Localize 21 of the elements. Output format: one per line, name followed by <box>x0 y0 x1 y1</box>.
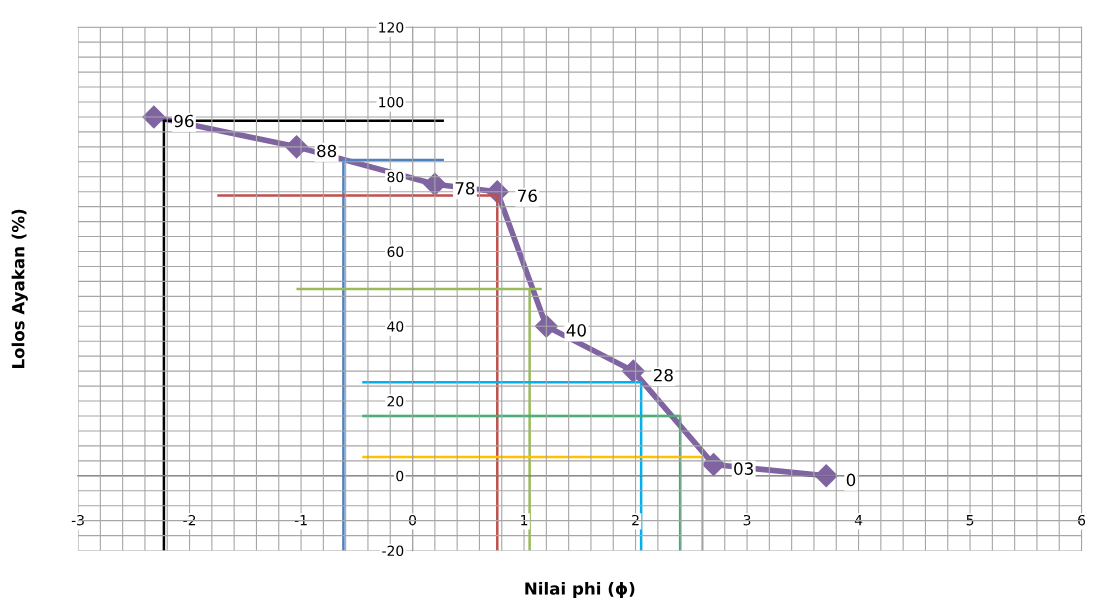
data-label: 40 <box>566 324 586 337</box>
y-tick-label: 40 <box>387 321 404 332</box>
data-label: 0 <box>846 473 856 487</box>
y-tick-label: 20 <box>387 396 404 407</box>
y-tick-label: 100 <box>379 96 404 108</box>
data-label: 03 <box>734 462 753 475</box>
x-tick-label: 2 <box>632 514 639 526</box>
y-tick-label: 120 <box>379 22 404 33</box>
x-axis-title: Nilai phi (ϕ) <box>525 581 635 599</box>
data-label: 78 <box>455 182 475 195</box>
y-axis-title: Lolos Ayakan (%) <box>11 209 28 368</box>
data-label: 28 <box>653 368 673 382</box>
data-label: 76 <box>518 189 537 203</box>
point <box>814 464 838 488</box>
y-tick-label: 60 <box>387 246 404 257</box>
data-label: 88 <box>317 144 337 158</box>
data-label: 96 <box>174 114 194 128</box>
y-tick-label: -20 <box>382 545 404 557</box>
y-tick-label: 80 <box>387 171 404 183</box>
y-tick-label: 0 <box>396 470 404 482</box>
x-tick-label: -1 <box>294 515 307 526</box>
